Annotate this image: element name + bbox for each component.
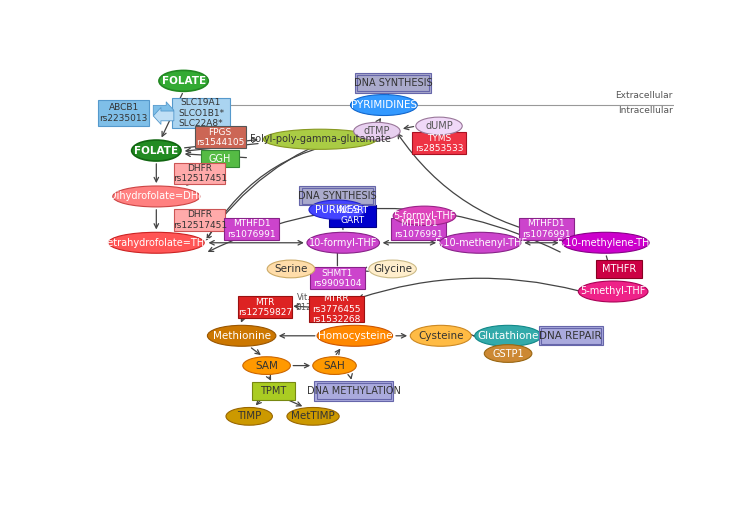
Ellipse shape [307, 232, 380, 253]
Text: SHMT1
rs9909104: SHMT1 rs9909104 [313, 268, 362, 288]
Ellipse shape [351, 95, 417, 116]
Ellipse shape [317, 325, 392, 346]
Text: dUMP: dUMP [425, 121, 453, 131]
FancyBboxPatch shape [310, 267, 365, 289]
Ellipse shape [113, 186, 200, 207]
Ellipse shape [440, 232, 521, 253]
FancyBboxPatch shape [596, 260, 642, 278]
Text: 5,10-methylene-THF: 5,10-methylene-THF [556, 238, 655, 248]
FancyBboxPatch shape [224, 218, 279, 240]
FancyBboxPatch shape [539, 326, 603, 346]
Text: Extracellular: Extracellular [616, 91, 673, 100]
Text: FPGS
rs1544105: FPGS rs1544105 [196, 128, 244, 147]
Text: GGH: GGH [209, 154, 231, 164]
Text: SLC19A1
SLCO1B1*
SLC22A8*: SLC19A1 SLCO1B1* SLC22A8* [178, 98, 224, 128]
Text: DNA REPAIR: DNA REPAIR [539, 331, 602, 341]
FancyBboxPatch shape [175, 163, 225, 185]
FancyBboxPatch shape [98, 100, 149, 126]
Text: DHFR
rs12517451: DHFR rs12517451 [173, 164, 227, 183]
Text: Glutathione: Glutathione [477, 331, 539, 341]
Text: Folyl-poly-gamma-glutamate: Folyl-poly-gamma-glutamate [249, 134, 390, 144]
Ellipse shape [267, 260, 315, 278]
Text: ABCB1
rs2235013: ABCB1 rs2235013 [100, 104, 148, 123]
Text: Vit.
B12: Vit. B12 [296, 293, 312, 312]
Text: MTR
rs12759827: MTR rs12759827 [237, 298, 292, 317]
Text: MTHFD1
rs1076991: MTHFD1 rs1076991 [395, 219, 443, 239]
Text: dTMP: dTMP [364, 126, 390, 136]
Text: Homocysteine: Homocysteine [318, 331, 392, 341]
FancyBboxPatch shape [300, 186, 375, 206]
FancyBboxPatch shape [315, 381, 393, 401]
Ellipse shape [313, 357, 357, 374]
Ellipse shape [309, 200, 366, 220]
Text: DHFR
rs12517451: DHFR rs12517451 [173, 210, 227, 230]
Text: MTHFR: MTHFR [602, 264, 636, 274]
Ellipse shape [562, 232, 649, 253]
Text: PYRIMIDINES: PYRIMIDINES [351, 100, 417, 110]
Ellipse shape [226, 407, 273, 425]
Ellipse shape [369, 260, 416, 278]
FancyBboxPatch shape [172, 98, 231, 128]
FancyBboxPatch shape [519, 218, 574, 240]
FancyBboxPatch shape [237, 297, 292, 318]
FancyBboxPatch shape [355, 73, 431, 93]
Ellipse shape [207, 325, 276, 346]
Text: Dihydrofolate=DHF: Dihydrofolate=DHF [109, 191, 204, 201]
Text: TIMP: TIMP [237, 411, 261, 422]
FancyBboxPatch shape [329, 205, 376, 226]
Text: DNA SYNTHESIS: DNA SYNTHESIS [298, 191, 377, 201]
Ellipse shape [354, 122, 400, 140]
FancyBboxPatch shape [195, 127, 246, 148]
Text: PURINES: PURINES [315, 204, 360, 215]
FancyBboxPatch shape [175, 209, 225, 231]
FancyBboxPatch shape [309, 297, 363, 322]
Ellipse shape [416, 117, 462, 135]
Text: GSTP1: GSTP1 [492, 348, 524, 359]
Text: 5-methyl-THF: 5-methyl-THF [580, 287, 646, 297]
Ellipse shape [475, 325, 542, 346]
Text: Tetrahydrofolate=THF: Tetrahydrofolate=THF [103, 238, 210, 248]
Ellipse shape [393, 206, 456, 225]
Ellipse shape [243, 357, 291, 374]
Ellipse shape [132, 140, 181, 161]
Text: TYMS
rs2853533: TYMS rs2853533 [415, 133, 464, 153]
FancyArrowPatch shape [154, 102, 174, 119]
Ellipse shape [287, 407, 339, 425]
FancyBboxPatch shape [201, 150, 240, 167]
Ellipse shape [159, 71, 208, 92]
Text: DNA METHYLATION: DNA METHYLATION [307, 386, 401, 396]
Text: FOLATE: FOLATE [134, 145, 178, 155]
Ellipse shape [485, 345, 532, 362]
FancyBboxPatch shape [392, 218, 446, 240]
FancyBboxPatch shape [412, 132, 467, 154]
Text: TPMT: TPMT [261, 386, 287, 396]
Ellipse shape [264, 129, 377, 150]
Text: MetTIMP: MetTIMP [291, 411, 335, 422]
Text: DNA SYNTHESIS: DNA SYNTHESIS [354, 78, 432, 88]
Text: Serine: Serine [274, 264, 308, 274]
Text: Cysteine: Cysteine [418, 331, 464, 341]
Text: Glycine: Glycine [373, 264, 412, 274]
FancyBboxPatch shape [252, 382, 295, 400]
Text: 10-formyl-THF: 10-formyl-THF [309, 238, 377, 248]
Text: MTHFD1
rs1076991: MTHFD1 rs1076991 [522, 219, 571, 239]
Text: SAH: SAH [324, 360, 345, 371]
Text: SAM: SAM [255, 360, 278, 371]
Text: FOLATE: FOLATE [162, 76, 206, 86]
Ellipse shape [578, 281, 648, 302]
Text: MTRR
rs3776455
rs1532268: MTRR rs3776455 rs1532268 [312, 294, 360, 324]
Text: Methionine: Methionine [213, 331, 270, 341]
Ellipse shape [109, 232, 204, 253]
Text: Intracellular: Intracellular [618, 106, 673, 115]
FancyArrowPatch shape [154, 108, 174, 124]
Text: AICART
GART: AICART GART [336, 206, 369, 225]
Text: 5,10-methenyl-THF: 5,10-methenyl-THF [434, 238, 527, 248]
Text: MTHFD1
rs1076991: MTHFD1 rs1076991 [227, 219, 276, 239]
Ellipse shape [410, 325, 471, 346]
Text: 5-formyl-THF: 5-formyl-THF [393, 211, 455, 221]
